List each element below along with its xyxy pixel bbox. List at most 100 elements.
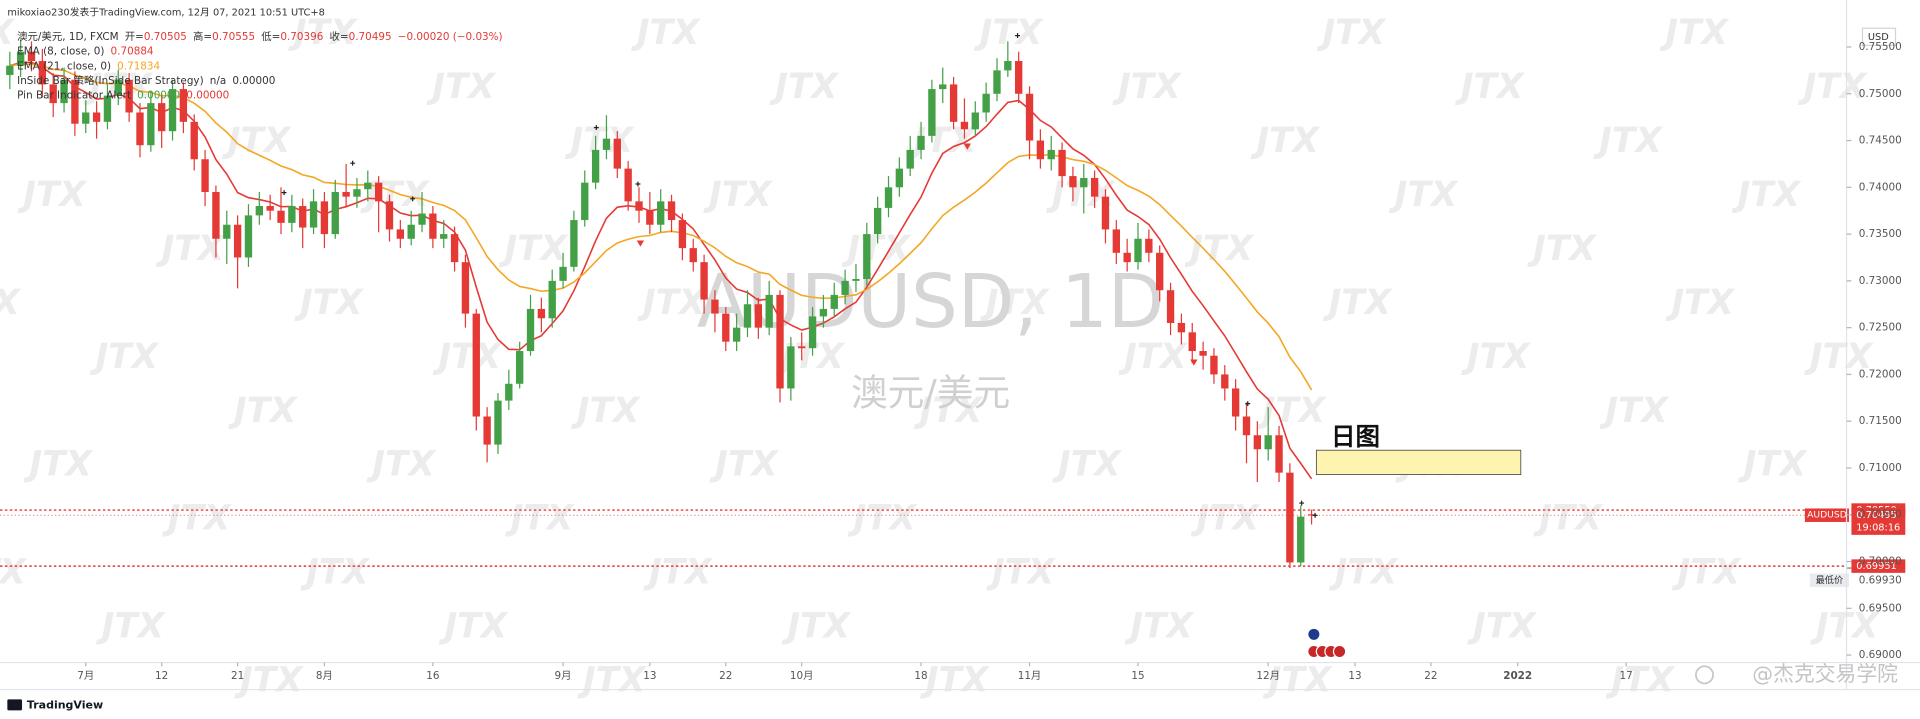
logo-watermark: JTX — [23, 445, 93, 485]
candle-body — [526, 308, 535, 352]
candle-body — [472, 313, 480, 417]
candle-body — [277, 210, 285, 223]
candle-body — [711, 299, 719, 314]
y-tick-label: 0.75000 — [1859, 88, 1902, 100]
symbol-tag-label: AUDUSD — [1807, 510, 1847, 521]
legend-entry: EMA (21, close, 0) 0.71834 — [17, 60, 160, 72]
x-tick-label: 2022 — [1503, 670, 1532, 682]
candle-body — [581, 182, 589, 221]
logo-watermark: JTX — [1316, 13, 1386, 53]
candle-body — [1221, 374, 1229, 389]
ohlc-value: 0.70555 — [212, 31, 255, 43]
candle-body — [103, 95, 112, 122]
candle-body — [646, 210, 654, 225]
candle-body — [114, 79, 122, 96]
logo-watermark: JTX — [498, 229, 568, 269]
symbol-tag — [1804, 508, 1849, 522]
logo-watermark: JTX — [0, 283, 21, 323]
candle-body — [374, 182, 383, 202]
currency-box — [1861, 27, 1897, 47]
price-tag-label: 0.69951 — [1856, 561, 1896, 572]
logo-watermark: JTX — [505, 499, 575, 539]
logo-watermark: JTX — [637, 283, 707, 323]
candle-body — [418, 213, 426, 225]
candle-body — [873, 207, 882, 235]
candle-body — [440, 234, 448, 239]
ohlc-label: 低= — [261, 30, 280, 43]
logo-watermark: JTX — [438, 607, 508, 647]
x-tick-label: 12 — [155, 670, 168, 682]
logo-watermark: JTX — [1659, 13, 1729, 53]
candle-body — [1080, 177, 1088, 188]
zone — [1315, 449, 1522, 475]
x-tick-label: 18 — [914, 670, 927, 682]
logo-watermark: JTX — [847, 499, 917, 539]
author-watermark: @杰克交易学院 — [1752, 662, 1898, 686]
candle-body — [309, 201, 318, 228]
candle-body — [657, 201, 665, 225]
watermark-layer: JTX JTX JTX JTX JTX JTX JTX JTX JTX JTX JTX JTX JTX J… — [0, 13, 1880, 701]
logo-watermark: JTX — [300, 553, 370, 593]
candle-body — [212, 191, 220, 239]
candle-body — [1286, 472, 1294, 563]
legend-value: 0.71834 — [117, 60, 160, 72]
logo-watermark: JTX — [703, 175, 773, 215]
x-tick-label: 9月 — [555, 670, 572, 682]
signal-triangle — [1190, 359, 1198, 366]
candle-body — [808, 316, 817, 349]
x-tick-label: 8月 — [316, 670, 333, 682]
logo-watermark: JTX — [1389, 175, 1459, 215]
logo-watermark: JTX — [1118, 337, 1188, 377]
zone-label: 日图 — [1331, 422, 1380, 451]
candle-body — [201, 159, 209, 192]
event-icon — [1332, 644, 1347, 659]
candle-body — [515, 351, 524, 384]
candle-body — [168, 89, 177, 132]
candle-body — [342, 191, 350, 197]
legend-change: −0.00020 (−0.03%) — [398, 31, 503, 43]
logo-watermark: JTX — [1455, 67, 1525, 107]
candle-body — [678, 220, 687, 249]
candle-body — [125, 79, 133, 113]
low-marker-name: 最低价 — [1816, 574, 1844, 586]
candle-body — [147, 103, 155, 146]
candle-body — [1253, 435, 1262, 450]
candle-body — [1036, 140, 1045, 160]
tv-logo: TradingView — [27, 698, 103, 711]
logo-watermark: JTX — [1323, 283, 1393, 323]
candle-body — [602, 138, 611, 150]
symbol-watermark: AUDUSD, 1D — [697, 260, 1165, 345]
x-tick-label: 13 — [1348, 670, 1361, 682]
x-tick-label: 22 — [719, 670, 732, 682]
logo-watermark: JTX — [1738, 445, 1808, 485]
candle-body — [1134, 238, 1142, 263]
signal-triangle — [636, 240, 645, 247]
ohlc-value: 0.70396 — [280, 31, 323, 43]
candle-body — [179, 89, 188, 122]
signal-markers — [636, 143, 1198, 366]
candle-body — [1177, 322, 1186, 333]
price-tag — [1851, 559, 1906, 573]
candle-body — [635, 201, 643, 211]
candle-body — [38, 61, 47, 85]
candle-body — [852, 278, 860, 281]
logo-watermark: JTX — [234, 661, 304, 701]
candle-body — [1188, 332, 1196, 352]
x-tick-label: 15 — [1131, 670, 1144, 682]
candle-body — [429, 213, 437, 239]
logo-watermark: JTX — [1184, 229, 1254, 269]
ohlc-value: 0.70505 — [144, 31, 187, 43]
candle-body — [1156, 252, 1164, 291]
logo-watermark: JTX — [1798, 67, 1868, 107]
logo-watermark: JTX — [631, 13, 701, 53]
candle-body — [233, 224, 242, 258]
ohlc-label: 高= — [193, 30, 212, 43]
candle-body — [830, 294, 838, 309]
candle-body — [190, 121, 198, 160]
logo-watermark: JTX — [0, 553, 27, 593]
candle-body — [1004, 61, 1012, 71]
candle-body — [6, 65, 14, 76]
logo-watermark: JTX — [288, 13, 358, 53]
y-tick-label: 0.70500 — [1859, 509, 1902, 521]
